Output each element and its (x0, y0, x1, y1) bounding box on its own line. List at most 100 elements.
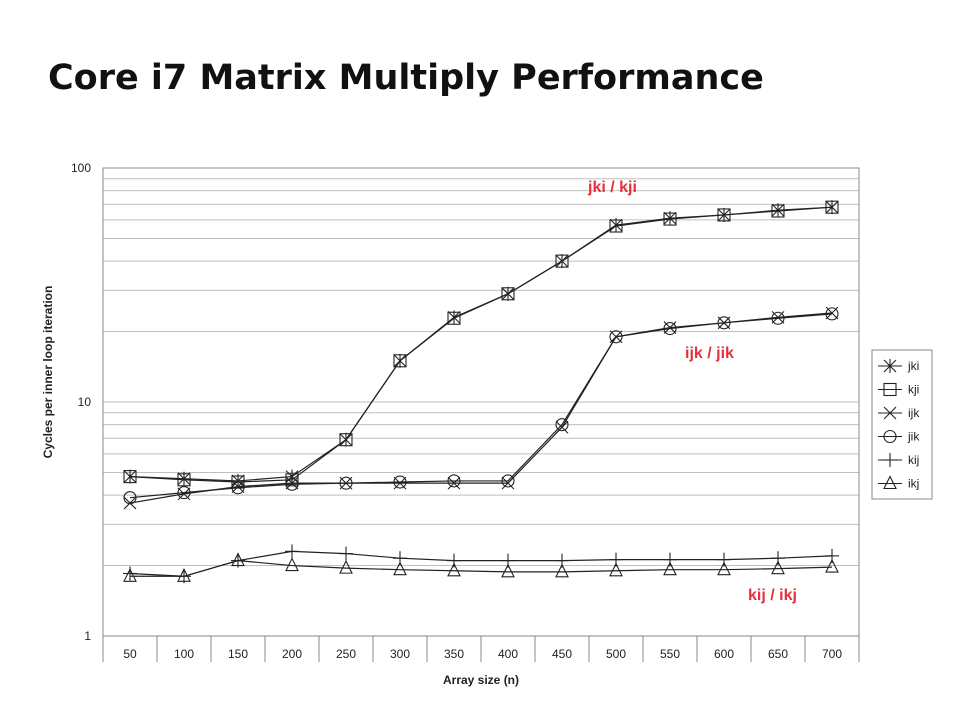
data-point-kji (771, 204, 785, 218)
series-ijk (123, 306, 839, 510)
data-point-jik (663, 322, 677, 336)
x-tick-label: 300 (390, 647, 410, 661)
gridlines (103, 178, 859, 567)
data-point-jik (501, 474, 515, 488)
y-tick-label: 10 (78, 395, 92, 409)
series-jik (123, 307, 839, 505)
series-line-jik (129, 313, 833, 499)
data-point-ikj (609, 562, 623, 577)
data-point-ikj (771, 560, 785, 575)
data-point-ijk (177, 487, 191, 501)
legend-box (871, 349, 933, 500)
x-tick-label: 250 (336, 647, 356, 661)
data-point-jik (231, 481, 245, 495)
legend-label: ijk (908, 406, 920, 420)
data-point-kji (393, 354, 407, 368)
annotations: jki / kji ijk / jik kij / ikj (587, 179, 797, 604)
data-point-kji (339, 433, 353, 447)
x-tick-label: 700 (822, 647, 842, 661)
legend-label: kij (908, 453, 919, 467)
legend-marker-ikj (883, 475, 897, 490)
data-point-kji (663, 212, 677, 226)
annotation-jki-kji: jki / kji (587, 179, 637, 196)
x-tick-label: 150 (228, 647, 248, 661)
legend-marker-kij (883, 453, 897, 467)
data-point-ikj (717, 561, 731, 576)
legend-marker-jik (883, 429, 897, 444)
data-point-jik (177, 486, 191, 500)
x-tick-label: 450 (552, 647, 572, 661)
data-point-kji (825, 200, 839, 214)
data-point-ikj (339, 559, 353, 574)
data-point-ikj (177, 568, 191, 582)
data-point-ikj (825, 558, 839, 573)
data-point-ikj (555, 563, 569, 578)
data-point-ikj (231, 552, 245, 567)
data-point-kij (447, 553, 461, 568)
data-point-jik (555, 418, 569, 432)
data-point-jik (825, 307, 839, 321)
legend-item-jik: jik (878, 430, 920, 444)
data-point-kji (501, 287, 515, 301)
x-tick-label: 550 (660, 647, 680, 661)
series-line-ikj (130, 559, 833, 577)
data-point-ikj (447, 562, 461, 577)
data-point-jik (339, 476, 353, 490)
x-tick-label: 600 (714, 647, 734, 661)
data-point-jik (771, 311, 785, 325)
data-point-jik (609, 330, 623, 344)
data-point-ikj (501, 563, 515, 578)
series-kij (123, 544, 839, 584)
series-line-kji (129, 206, 833, 483)
data-point-ijk (501, 476, 515, 490)
data-point-kij (285, 544, 299, 559)
series-ikj (123, 552, 839, 582)
legend-label: kji (908, 383, 919, 397)
y-tick-labels: 1 10 100 (71, 161, 91, 643)
data-point-jik (393, 475, 407, 489)
legend-label: ikj (908, 477, 919, 491)
annotation-ijk-jik: ijk / jik (685, 345, 734, 362)
data-point-jki (771, 203, 785, 218)
data-point-ijk (555, 420, 569, 434)
series-line-kij (129, 550, 833, 577)
data-point-ikj (393, 561, 407, 576)
data-point-jik (123, 491, 137, 505)
legend-item-ijk: ijk (878, 406, 920, 420)
x-tick-label: 400 (498, 647, 518, 661)
data-point-ikj (285, 557, 299, 572)
data-point-jki (285, 469, 299, 484)
legend-label: jik (907, 430, 920, 444)
x-tick-labels: 50 100 150 200 250 300 350 400 450 500 550 600 650 70… (102, 636, 860, 662)
y-axis-label: Cycles per inner loop iteration (41, 286, 55, 459)
legend-item-jki: jki (878, 359, 919, 373)
x-tick-label: 350 (444, 647, 464, 661)
data-point-kji (609, 219, 623, 233)
data-point-ijk (123, 496, 137, 510)
data-point-kij (339, 546, 353, 561)
legend-marker-jki (883, 359, 897, 373)
legend-item-kij: kij (878, 453, 919, 467)
data-point-kji (447, 311, 461, 325)
y-tick-label: 1 (84, 629, 91, 643)
data-point-ijk (447, 476, 461, 490)
series-kji (123, 200, 839, 489)
x-tick-label: 100 (174, 647, 194, 661)
data-point-jik (447, 474, 461, 488)
y-tick-label: 100 (71, 161, 91, 175)
x-tick-label: 500 (606, 647, 626, 661)
legend-marker-ijk (883, 406, 897, 420)
data-point-kji (717, 208, 731, 222)
x-tick-label: 50 (123, 647, 137, 661)
series-line-ijk (129, 312, 833, 504)
data-point-ikj (123, 568, 137, 582)
x-tick-label: 200 (282, 647, 302, 661)
legend-item-ikj: ikj (878, 475, 919, 491)
data-point-kij (771, 551, 785, 566)
data-point-jik (717, 316, 731, 330)
x-tick-label: 650 (768, 647, 788, 661)
legend-label: jki (907, 359, 919, 373)
data-point-jik (285, 477, 299, 491)
slide-title: Core i7 Matrix Multiply Performance (48, 58, 764, 98)
